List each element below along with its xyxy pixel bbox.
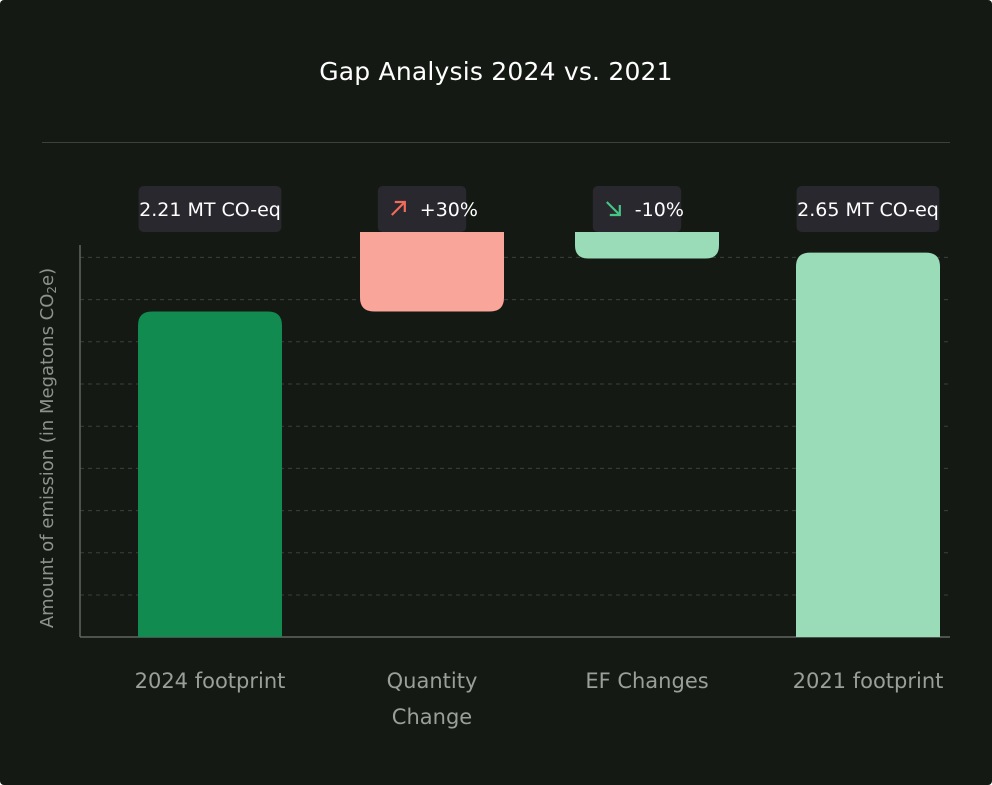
value-label-box	[592, 186, 682, 232]
arrow-up-right-icon	[391, 200, 406, 216]
value-label-box	[377, 186, 467, 232]
title-divider	[42, 142, 950, 143]
value-label: +30%	[420, 199, 478, 221]
value-label-box	[796, 186, 940, 232]
x-tick-label: 2021 footprint	[793, 669, 944, 693]
arrow-down-right-icon	[606, 201, 621, 217]
value-label: -10%	[635, 199, 684, 221]
bar-quantity-change	[360, 232, 504, 312]
bar-2021-footprint	[796, 252, 940, 638]
x-tick-label: Change	[392, 705, 472, 729]
value-label: 2.21 MT CO-eq	[139, 199, 281, 221]
bar-2024-footprint	[138, 311, 282, 637]
x-tick-label: 2024 footprint	[135, 669, 286, 693]
value-label-box	[138, 186, 282, 232]
chart-title: Gap Analysis 2024 vs. 2021	[319, 57, 673, 86]
bar-ef-changes	[575, 232, 719, 259]
x-tick-label: EF Changes	[585, 669, 708, 693]
x-tick-label: Quantity	[387, 669, 478, 693]
value-label: 2.65 MT CO-eq	[797, 199, 939, 221]
